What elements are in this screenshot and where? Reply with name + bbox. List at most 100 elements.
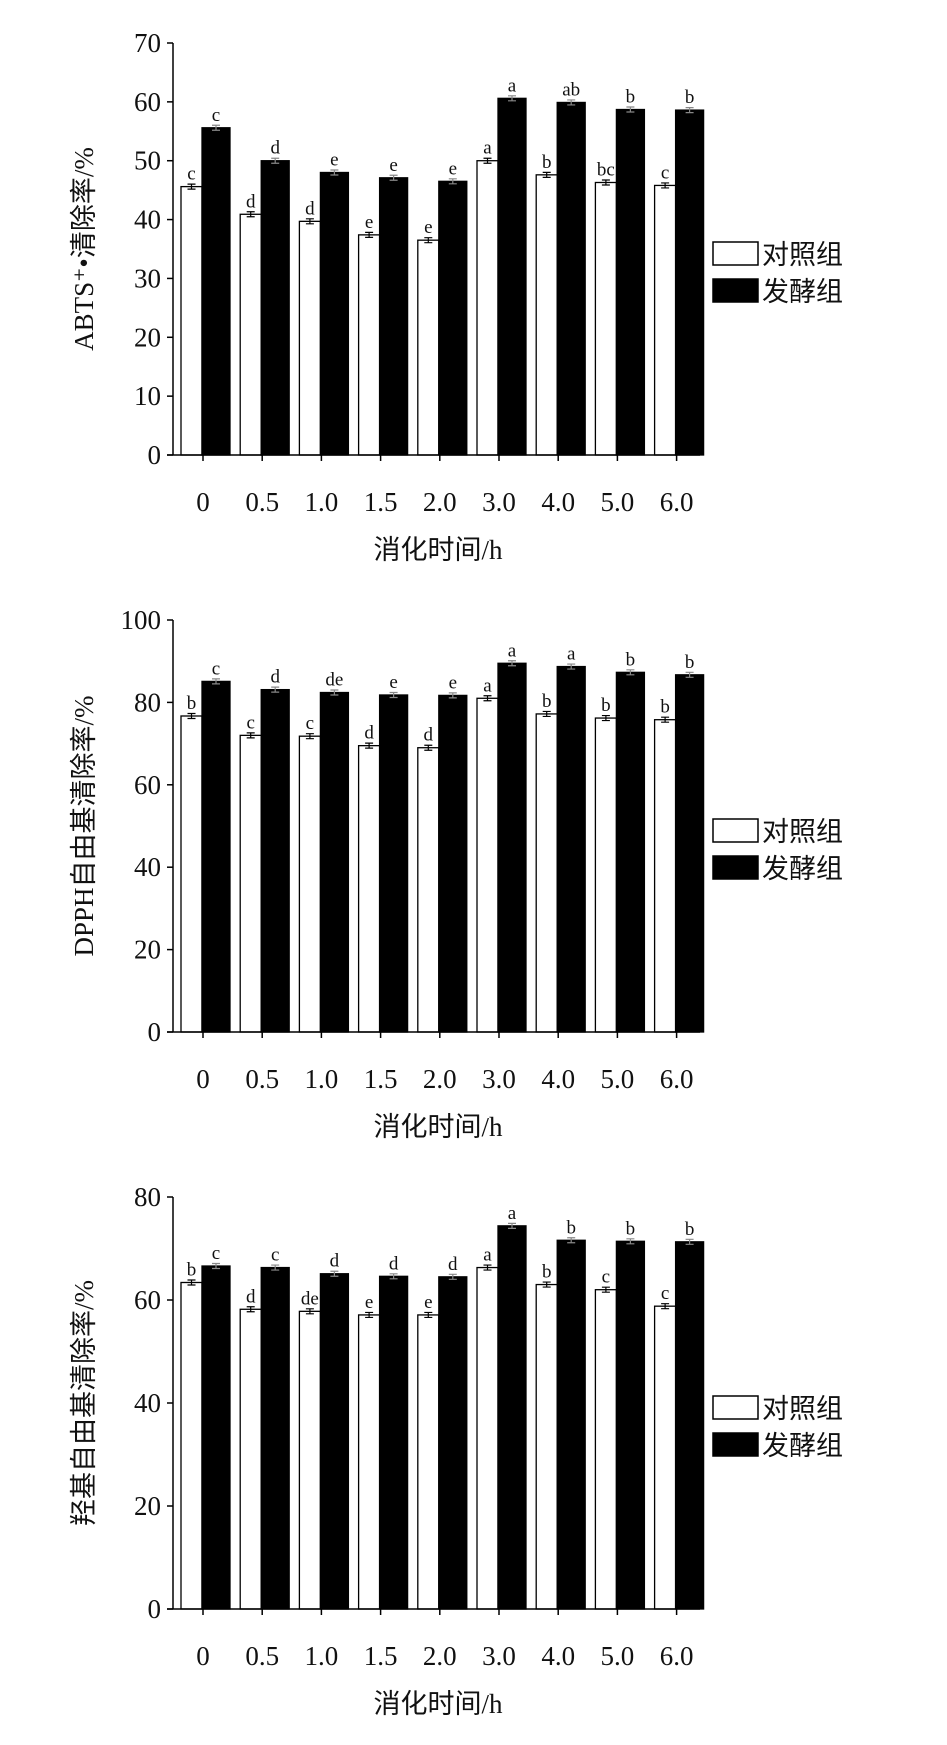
error-bar	[187, 712, 196, 720]
error-bar	[271, 157, 280, 164]
bar-control	[180, 185, 203, 456]
error-bar	[508, 95, 516, 102]
significance-label: e	[365, 1292, 373, 1313]
y-tick-label: 80	[134, 687, 161, 717]
significance-label: d	[424, 725, 434, 746]
x-tick-label: 5.0	[601, 1064, 635, 1094]
x-tick-label: 3.0	[482, 1064, 516, 1094]
error-bar	[271, 686, 280, 693]
error-bar	[212, 1262, 220, 1270]
significance-label: e	[424, 217, 432, 238]
significance-label: d	[448, 1254, 458, 1275]
significance-label: a	[508, 1203, 517, 1224]
x-tick-label: 5.0	[601, 487, 635, 517]
bar-control	[535, 713, 558, 1033]
significance-label: a	[508, 640, 517, 661]
significance-label: d	[270, 138, 280, 159]
legend-swatch-control	[712, 818, 759, 843]
y-tick-label: 40	[134, 205, 161, 235]
significance-label: ab	[562, 79, 580, 100]
x-tick-label: 0	[196, 487, 210, 517]
bar-control	[239, 1308, 262, 1610]
bar-fermented	[556, 1239, 586, 1610]
significance-label: b	[626, 87, 636, 108]
x-tick-label: 0.5	[245, 1064, 279, 1094]
bar-control	[653, 719, 677, 1033]
error-bar	[626, 669, 635, 676]
error-bar	[661, 1303, 670, 1310]
significance-label: b	[542, 691, 552, 712]
bar-fermented	[438, 1276, 468, 1610]
bar-fermented	[260, 688, 290, 1033]
y-tick-label: 20	[134, 935, 161, 965]
error-bar	[448, 1273, 457, 1280]
bar-fermented	[201, 127, 231, 456]
bar-fermented	[319, 171, 350, 456]
significance-label: d	[270, 667, 280, 688]
y-tick-label: 10	[134, 381, 161, 411]
x-axis-title: 消化时间/h	[373, 535, 503, 565]
significance-label: e	[330, 149, 338, 170]
error-bar	[305, 218, 314, 225]
legend-swatch-control	[712, 1395, 759, 1420]
bar-control	[594, 1289, 618, 1610]
bar-control	[298, 735, 322, 1033]
significance-label: a	[483, 138, 492, 159]
y-tick-label: 60	[134, 770, 161, 800]
y-tick-label: 30	[134, 263, 161, 293]
error-bar	[424, 1311, 433, 1319]
significance-label: b	[566, 1217, 576, 1238]
x-tick-label: 6.0	[660, 487, 694, 517]
bar-control	[298, 220, 322, 456]
error-bar	[685, 1238, 694, 1245]
bar-fermented	[615, 1240, 646, 1610]
significance-label: a	[567, 644, 576, 665]
significance-label: bc	[597, 159, 615, 180]
significance-label: b	[542, 152, 552, 173]
error-bar	[567, 663, 576, 670]
y-tick-label: 0	[148, 440, 162, 470]
significance-label: b	[685, 87, 695, 108]
error-bar	[542, 710, 551, 718]
significance-label: c	[212, 1243, 220, 1264]
error-bar	[424, 744, 433, 751]
bar-fermented	[674, 109, 705, 456]
x-axis-title: 消化时间/h	[373, 1112, 503, 1142]
legend-label: 发酵组	[762, 1431, 843, 1461]
error-bar	[187, 1279, 196, 1286]
x-tick-label: 1.5	[364, 487, 398, 517]
significance-label: b	[626, 1218, 636, 1239]
error-bar	[542, 171, 551, 178]
bar-fermented	[319, 691, 350, 1033]
legend-label: 发酵组	[762, 854, 843, 884]
legend-swatch-fermented	[712, 855, 759, 880]
significance-label: c	[212, 658, 220, 679]
error-bar	[448, 692, 457, 699]
error-bar	[601, 179, 610, 186]
significance-label: c	[661, 1283, 669, 1304]
error-bar	[508, 1222, 516, 1229]
significance-label: b	[542, 1262, 552, 1283]
bar-control	[239, 734, 262, 1033]
bar-fermented	[378, 694, 409, 1033]
significance-label: a	[483, 675, 492, 696]
significance-label: c	[602, 1267, 610, 1288]
error-bar	[212, 678, 220, 685]
bar-control	[653, 1305, 677, 1610]
error-bar	[246, 732, 255, 739]
bar-fermented	[438, 694, 468, 1033]
x-tick-label: 0.5	[245, 487, 279, 517]
bar-control	[476, 697, 499, 1033]
significance-label: de	[301, 1288, 319, 1309]
bar-fermented	[319, 1273, 350, 1610]
error-bar	[246, 1306, 255, 1313]
y-tick-label: 0	[148, 1017, 162, 1047]
significance-label: e	[365, 212, 373, 233]
bar-fermented	[556, 101, 586, 456]
bar-control	[535, 1283, 558, 1610]
error-bar	[365, 231, 374, 238]
bar-control	[594, 181, 618, 456]
legend-label: 对照组	[762, 1394, 843, 1424]
